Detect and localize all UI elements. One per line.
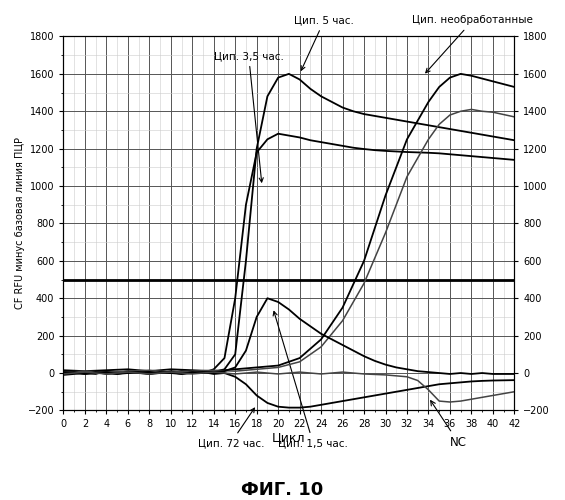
Text: Цип. 72 час.: Цип. 72 час. [198,408,264,448]
X-axis label: Цикл: Цикл [272,431,306,444]
Y-axis label: CF RFU минус базовая линия ПЦР: CF RFU минус базовая линия ПЦР [15,138,25,310]
Text: Цип. необработанные: Цип. необработанные [412,16,533,72]
Text: ФИГ. 10: ФИГ. 10 [241,481,324,499]
Text: Цип. 1,5 час.: Цип. 1,5 час. [273,312,348,448]
Text: Цип. 3,5 час.: Цип. 3,5 час. [214,51,284,182]
Text: NC: NC [431,400,467,449]
Text: Цип. 5 час.: Цип. 5 час. [294,16,354,70]
